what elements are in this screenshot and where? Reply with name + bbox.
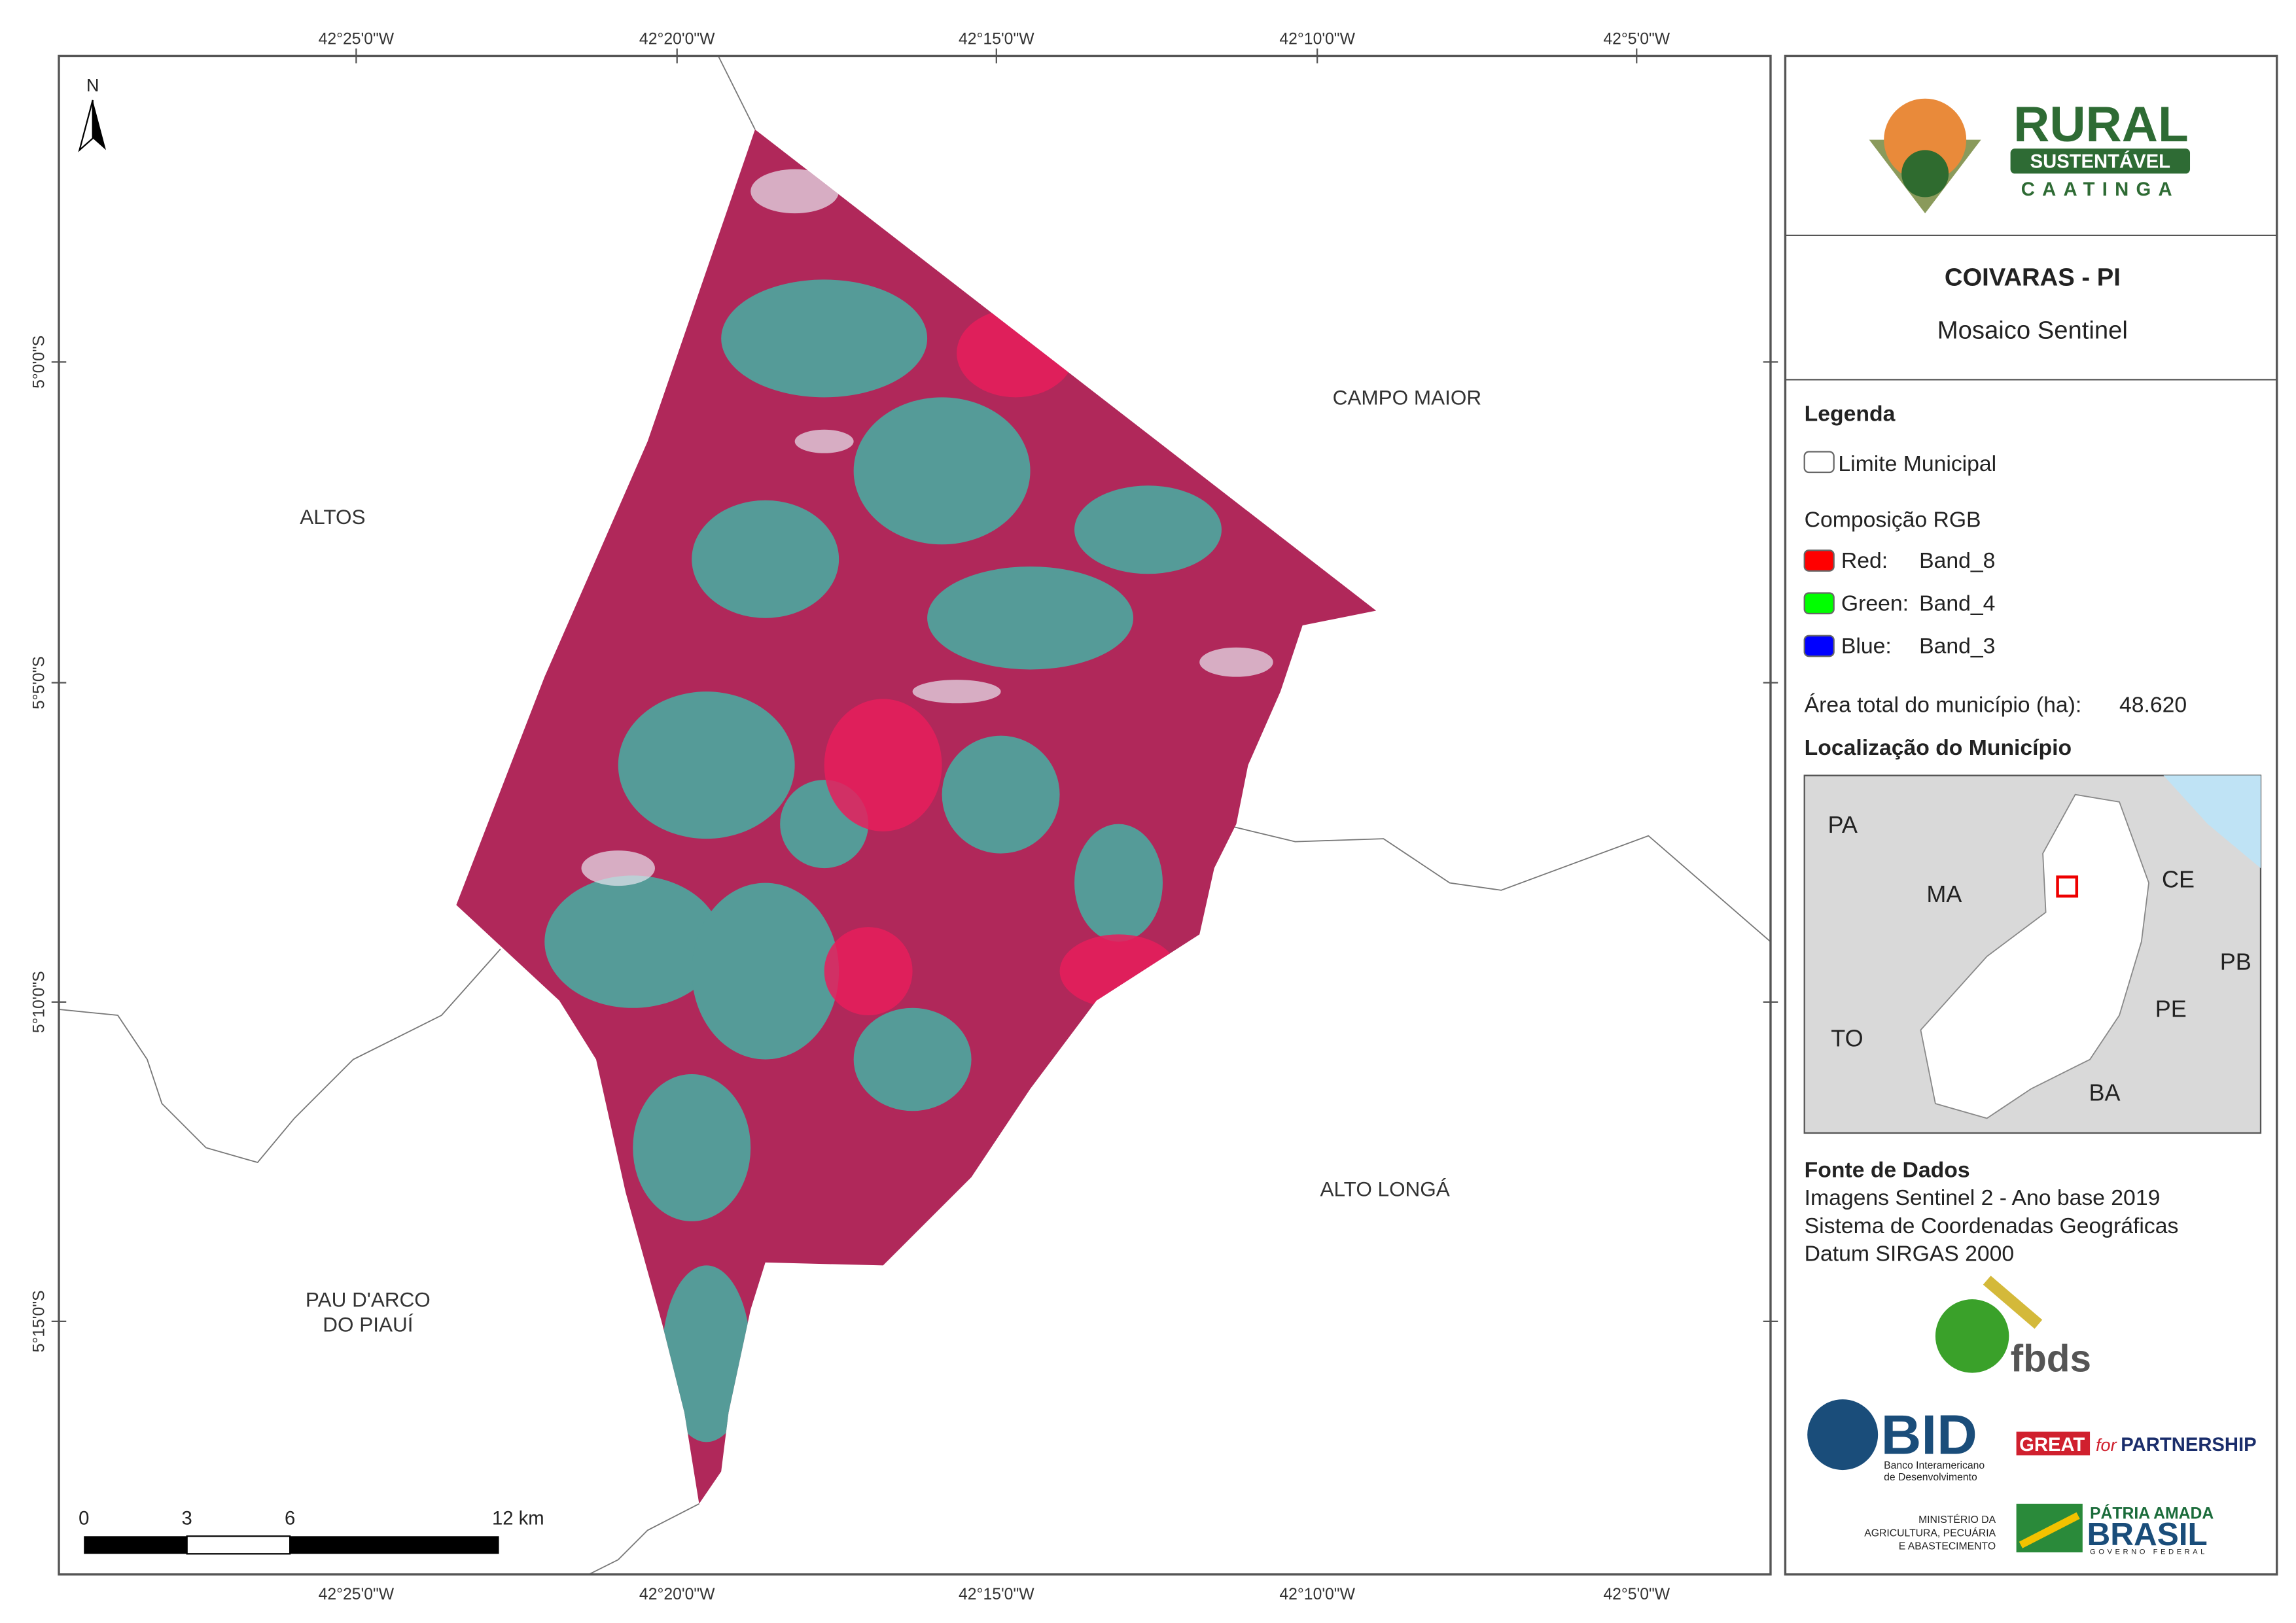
bottom-coord: 42°5'0"W <box>1603 1586 1670 1603</box>
north-label: N <box>86 75 99 95</box>
bid-sub: Banco Interamericano <box>1884 1460 1985 1471</box>
brasil-top: PÁTRIA AMADA <box>2090 1504 2214 1522</box>
great-for: for <box>2096 1435 2117 1455</box>
boundaries <box>59 56 1771 1575</box>
source-line: Sistema de Coordenadas Geográficas <box>1805 1213 2179 1238</box>
band-channel: Blue: <box>1841 634 1892 659</box>
band-name: Band_3 <box>1919 634 1995 659</box>
bottom-coord: 42°25'0"W <box>319 1586 395 1603</box>
fbds-logo: fbds <box>1935 1276 2091 1380</box>
partner-logos: BID Banco Interamericano de Desenvolvime… <box>1807 1399 2257 1556</box>
location-heading: Localização do Município <box>1805 735 2072 760</box>
left-coord: 5°10'0"S <box>31 971 48 1033</box>
band-channel: Green: <box>1841 591 1909 616</box>
source-line: Imagens Sentinel 2 - Ano base 2019 <box>1805 1185 2161 1210</box>
panel-subtitle: Mosaico Sentinel <box>1937 316 2128 344</box>
scale-label: 6 <box>285 1508 295 1529</box>
state-label: PE <box>2155 995 2187 1022</box>
location-inset: PA MA CE PB PE TO BA <box>1803 775 2262 1134</box>
place-name: ALTO LONGÁ <box>1320 1178 1449 1201</box>
state-label: MA <box>1926 881 1962 907</box>
bottom-coord: 42°10'0"W <box>1279 1586 1355 1603</box>
bid-sub: de Desenvolvimento <box>1884 1472 1977 1483</box>
top-coord: 42°25'0"W <box>319 30 395 48</box>
state-label: TO <box>1831 1024 1863 1051</box>
top-coord: 42°15'0"W <box>959 30 1034 48</box>
place-name: DO PIAUÍ <box>323 1313 413 1336</box>
place-name: ALTOS <box>300 505 365 529</box>
logo-title: RURAL <box>2013 97 2189 152</box>
north-arrow: N <box>78 75 106 152</box>
band-swatch <box>1803 592 1835 615</box>
left-coord: 5°5'0"S <box>31 656 48 709</box>
state-label: BA <box>2089 1079 2121 1106</box>
ministry-line: AGRICULTURA, PECUÁRIA <box>1864 1526 1996 1539</box>
sources-heading: Fonte de Dados <box>1805 1157 1970 1182</box>
place-name: CAMPO MAIOR <box>1333 386 1481 410</box>
coordinates: 42°25'0"W 42°20'0"W 42°15'0"W 42°10'0"W 42°5… <box>31 30 1778 1603</box>
bottom-coord: 42°15'0"W <box>959 1586 1034 1603</box>
scale-bar: 0 3 6 12 km <box>79 1508 544 1555</box>
panel-title: COIVARAS - PI <box>1945 263 2121 291</box>
place-name: PAU D'ARCO <box>306 1287 431 1311</box>
ministry-line: E ABASTECIMENTO <box>1899 1541 1996 1552</box>
map-frame <box>58 54 1772 1576</box>
top-coord: 42°5'0"W <box>1603 30 1670 48</box>
bid-text: BID <box>1881 1404 1977 1466</box>
band-name: Band_4 <box>1919 591 1995 616</box>
left-coord: 5°0'0"S <box>31 336 48 389</box>
state-label: PA <box>1828 811 1858 838</box>
brasil-sub: GOVERNO FEDERAL <box>2090 1548 2208 1556</box>
scale-label: 0 <box>79 1508 89 1529</box>
rgb-heading: Composição RGB <box>1805 507 1981 532</box>
scale-label: 12 km <box>492 1508 544 1529</box>
band-name: Band_8 <box>1919 548 1995 573</box>
logo-tagline: CAATINGA <box>2021 179 2180 200</box>
fbds-text: fbds <box>2011 1337 2091 1380</box>
source-line: Datum SIRGAS 2000 <box>1805 1242 2014 1266</box>
great-text: GREAT <box>2019 1435 2085 1456</box>
area-value: 48.620 <box>2119 693 2187 718</box>
bottom-coord: 42°20'0"W <box>639 1586 715 1603</box>
left-coord: 5°15'0"S <box>31 1290 48 1352</box>
band-channel: Red: <box>1841 548 1888 573</box>
ministry-line: MINISTÉRIO DA <box>1918 1513 1996 1526</box>
state-label: PB <box>2220 948 2252 975</box>
band-swatch <box>1803 550 1835 572</box>
partnership-text: PARTNERSHIP <box>2121 1435 2256 1456</box>
top-coord: 42°10'0"W <box>1279 30 1355 48</box>
top-coord: 42°20'0"W <box>639 30 715 48</box>
brasil-text: BRASIL <box>2087 1516 2208 1552</box>
state-label: CE <box>2162 865 2195 892</box>
rural-logo: RURAL SUSTENTÁVEL CAATINGA <box>1869 97 2191 214</box>
legend-heading: Legenda <box>1805 401 1896 426</box>
area-label: Área total do município (ha): <box>1805 693 2082 718</box>
band-swatch <box>1803 635 1835 657</box>
scale-label: 3 <box>182 1508 192 1529</box>
legend-boundary: Limite Municipal <box>1838 451 1996 476</box>
logo-subtitle: SUSTENTÁVEL <box>2030 150 2170 172</box>
